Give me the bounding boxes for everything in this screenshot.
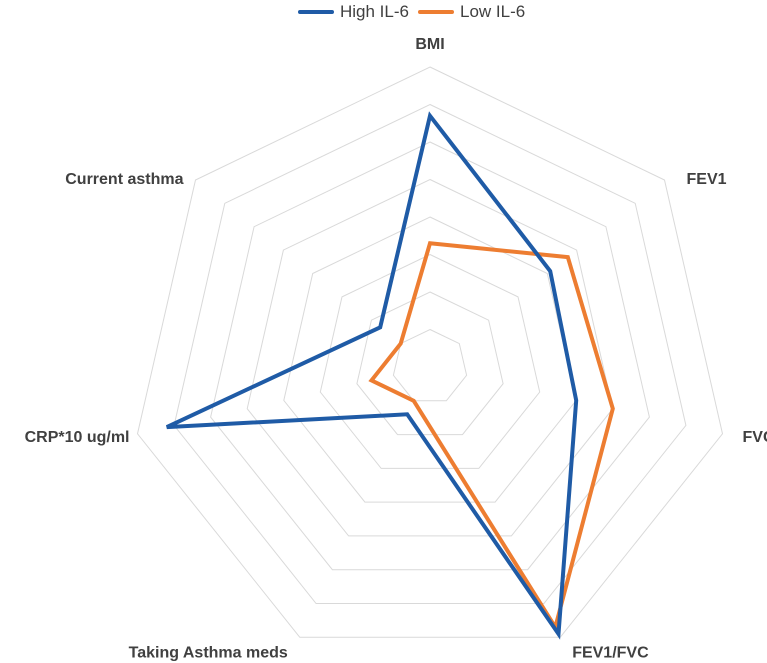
legend-swatch-low — [418, 10, 454, 14]
axis-label-current-asthma: Current asthma — [65, 171, 183, 188]
legend-swatch-high — [298, 10, 334, 14]
axis-label-bmi: BMI — [415, 36, 444, 53]
legend-label-high: High IL-6 — [340, 2, 409, 21]
axis-label-taking-asthma-meds: Taking Asthma meds — [129, 645, 288, 662]
grid-ring-2 — [356, 291, 504, 436]
grid-ring-5 — [246, 178, 614, 537]
axis-labels: BMI FEV1 FVC FEV1/FVC Taking Asthma meds CRP*… — [25, 36, 767, 661]
grid-ring-1 — [392, 328, 468, 402]
axis-label-fev1: FEV1 — [687, 171, 727, 188]
legend-item-high-il6: High IL-6 — [298, 2, 409, 22]
grid — [136, 66, 724, 638]
grid-ring-3 — [319, 253, 541, 469]
legend-label-low: Low IL-6 — [460, 2, 526, 21]
grid-ring-8 — [136, 66, 724, 638]
series-line-high-il-6 — [165, 111, 579, 640]
axis-label-fev1-fvc: FEV1/FVC — [572, 645, 649, 662]
series-group — [165, 111, 615, 640]
grid-ring-7 — [173, 103, 687, 604]
axis-label-crp-10-ug-ml: CRP*10 ug/ml — [25, 429, 130, 446]
series-line-low-il-6 — [368, 241, 615, 633]
legend-item-low-il6: Low IL-6 — [418, 2, 525, 22]
grid-ring-6 — [210, 141, 650, 571]
axis-label-fvc: FVC — [743, 429, 767, 446]
legend: High IL-6 Low IL-6 — [0, 0, 767, 26]
grid-ring-4 — [283, 216, 577, 503]
